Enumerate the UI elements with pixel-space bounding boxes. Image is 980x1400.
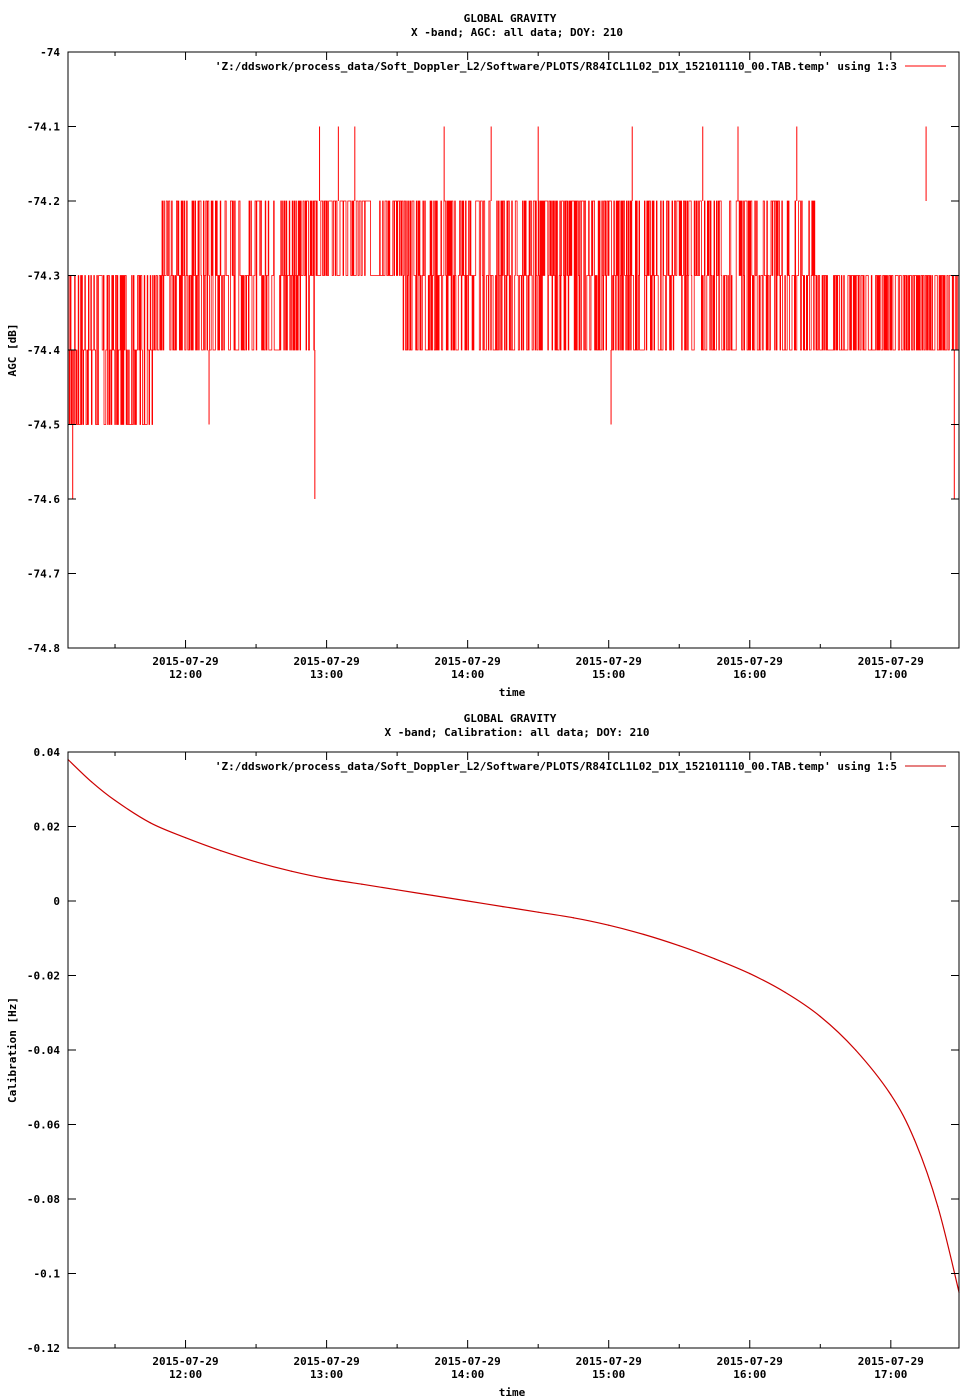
calibration-point (361, 883, 363, 885)
y-tick-label: -0.1 (34, 1268, 61, 1281)
calibration-legend-entry: 'Z:/ddswork/process_data/Soft_Doppler_L2… (215, 760, 897, 773)
calibration-plot-area (67, 758, 960, 1293)
calibration-point (913, 1138, 915, 1140)
calibration-series-line (67, 759, 960, 1293)
x-tick-label-date: 2015-07-29 (435, 655, 501, 668)
calibration-point (819, 1015, 821, 1018)
y-tick-label: -74.7 (27, 568, 60, 581)
x-tick-label-time: 13:00 (310, 1368, 343, 1381)
calibration-point (890, 1094, 892, 1096)
y-tick-label: -0.04 (27, 1044, 60, 1057)
x-tick-label-time: 14:00 (451, 1368, 484, 1381)
calibration-point (537, 911, 539, 913)
y-tick-label: -74.2 (27, 195, 60, 208)
y-tick-label: -74.3 (27, 270, 60, 283)
x-tick-label-time: 15:00 (592, 1368, 625, 1381)
calibration-point (854, 1049, 857, 1051)
calibration-point (255, 861, 257, 863)
calibration-y-axis-label: Calibration [Hz] (6, 997, 19, 1103)
calibration-chart: GLOBAL GRAVITY X -band; Calibration: all… (6, 712, 960, 1399)
y-tick-label: -74.4 (27, 344, 60, 357)
calibration-point (643, 933, 645, 936)
agc-x-axis-label: time (499, 686, 526, 699)
agc-series-line (68, 200, 960, 425)
calibration-point (431, 894, 433, 897)
calibration-point (749, 973, 751, 975)
calibration-point (149, 822, 151, 824)
calibration-point (90, 781, 93, 783)
agc-chart-subtitle: X -band; AGC: all data; DOY: 210 (411, 26, 623, 39)
y-tick-label: 0.02 (34, 821, 61, 834)
calibration-point (502, 905, 504, 908)
calibration-x-axis-label: time (499, 1386, 526, 1399)
agc-y-axis-label: AGC [dB] (6, 324, 19, 377)
calibration-plot-frame (67, 751, 960, 1349)
calibration-point (608, 924, 610, 926)
x-tick-label-date: 2015-07-29 (576, 1355, 642, 1368)
y-tick-label: -0.12 (27, 1342, 60, 1355)
x-tick-label-date: 2015-07-29 (717, 655, 783, 668)
calibration-point (713, 958, 716, 960)
y-tick-label: -74.1 (27, 121, 60, 134)
x-tick-label-time: 12:00 (169, 668, 202, 681)
calibration-point (114, 799, 116, 802)
agc-plot-area (68, 126, 960, 499)
calibration-point (396, 889, 398, 891)
calibration-point (784, 991, 786, 993)
x-tick-label-time: 12:00 (169, 1368, 202, 1381)
calibration-axis-ticks: 0.04 0.02 0 -0.02 -0.04 -0.06 -0.08 -0.1 -0.12 20… (27, 746, 959, 1381)
x-tick-label-time: 15:00 (592, 668, 625, 681)
x-tick-label-time: 16:00 (733, 668, 766, 681)
y-tick-label: -74.5 (27, 419, 60, 432)
x-tick-label-time: 14:00 (451, 668, 484, 681)
calibration-chart-subtitle: X -band; Calibration: all data; DOY: 210 (385, 726, 650, 739)
calibration-point (467, 900, 469, 902)
x-tick-label-date: 2015-07-29 (858, 655, 924, 668)
x-tick-label-date: 2015-07-29 (152, 655, 218, 668)
y-tick-label: -0.02 (27, 970, 60, 983)
y-tick-label: 0 (53, 895, 60, 908)
x-tick-label-time: 17:00 (874, 1368, 907, 1381)
x-tick-label-date: 2015-07-29 (293, 1355, 359, 1368)
y-tick-label: -74 (40, 46, 60, 59)
calibration-chart-title: GLOBAL GRAVITY (464, 712, 557, 725)
calibration-point (184, 837, 187, 839)
y-tick-label: 0.04 (34, 746, 61, 759)
x-tick-label-date: 2015-07-29 (576, 655, 642, 668)
x-tick-label-date: 2015-07-29 (858, 1355, 924, 1368)
calibration-point (220, 850, 222, 852)
calibration-point (937, 1205, 939, 1208)
x-tick-label-date: 2015-07-29 (717, 1355, 783, 1368)
agc-chart: GLOBAL GRAVITY X -band; AGC: all data; D… (6, 12, 960, 699)
calibration-point (290, 870, 292, 872)
y-tick-label: -74.6 (27, 493, 60, 506)
y-tick-label: -74.8 (27, 642, 60, 655)
x-tick-label-date: 2015-07-29 (435, 1355, 501, 1368)
y-tick-label: -0.08 (27, 1193, 60, 1206)
x-tick-label-date: 2015-07-29 (152, 1355, 218, 1368)
x-tick-label-time: 16:00 (733, 1368, 766, 1381)
calibration-point (326, 878, 328, 880)
y-tick-label: -0.06 (27, 1119, 60, 1132)
agc-legend-entry: 'Z:/ddswork/process_data/Soft_Doppler_L2… (215, 60, 897, 73)
calibration-point (572, 917, 575, 919)
x-tick-label-time: 17:00 (874, 668, 907, 681)
x-tick-label-date: 2015-07-29 (293, 655, 359, 668)
agc-chart-title: GLOBAL GRAVITY (464, 12, 557, 25)
x-tick-label-time: 13:00 (310, 668, 343, 681)
agc-axis-ticks: -74 -74.1 -74.2 -74.3 -74.4 -74.5 -74.6 -74.7 -7… (27, 46, 959, 681)
calibration-point (678, 945, 680, 947)
